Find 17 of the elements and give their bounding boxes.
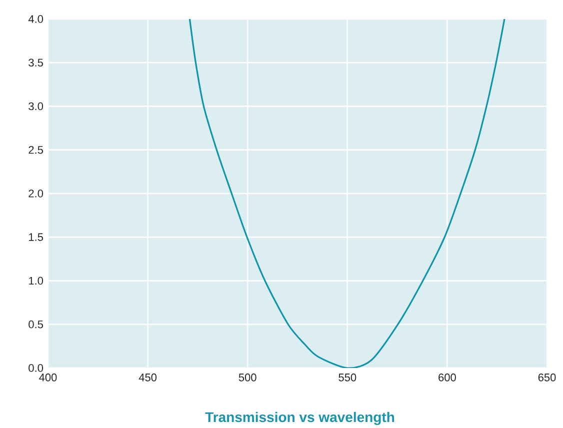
- y-tick-label: 0.0: [28, 364, 44, 372]
- x-tick-label: 450: [138, 373, 157, 382]
- y-tick-label: 4.0: [28, 14, 44, 23]
- x-tick-label: 500: [238, 373, 256, 382]
- y-tick-label: 2.0: [28, 189, 44, 198]
- y-tick-label: 0.5: [28, 320, 43, 328]
- text: Transmission vs wavelength: [205, 412, 394, 425]
- x-tick-label: 550: [338, 373, 356, 382]
- line-series: [188, 18, 506, 368]
- x-tick-label: 600: [438, 373, 456, 382]
- y-tick-label: 1.0: [29, 276, 44, 284]
- x-tick-label: 400: [39, 373, 57, 382]
- y-tick-label: 3.0: [28, 102, 44, 110]
- x-tick-label: 650: [538, 373, 556, 382]
- y-tick-label: 1.5: [29, 233, 43, 241]
- y-tick-label: 3.5: [28, 58, 43, 66]
- y-tick-label: 2.5: [28, 146, 43, 154]
